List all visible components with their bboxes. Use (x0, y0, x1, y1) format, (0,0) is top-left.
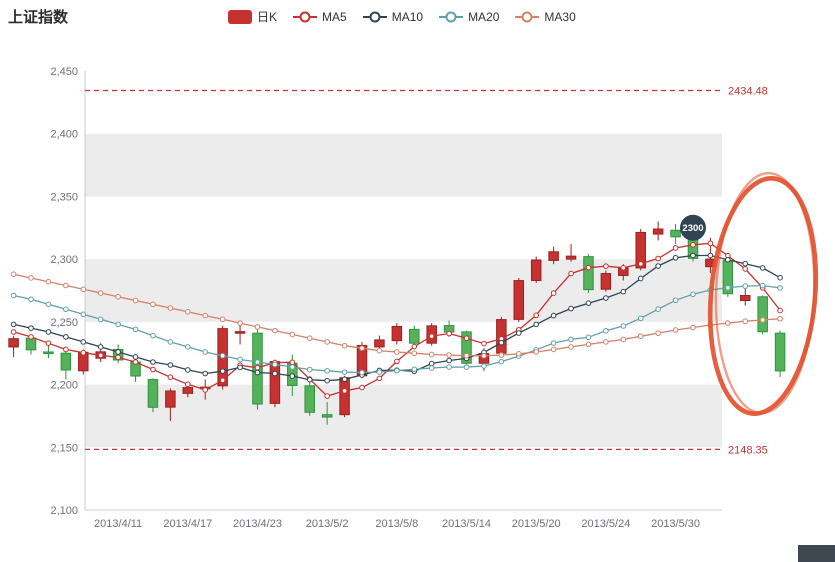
markpoint-label: 2300 (682, 223, 703, 234)
grid-bands (85, 71, 722, 510)
hand-drawn-ellipse-annotation (707, 171, 819, 416)
x-tick-label: 2013/5/2 (306, 518, 349, 530)
candle-2013/4/15[interactable] (147, 378, 159, 413)
candle-2013/4/22[interactable] (234, 325, 246, 345)
candle-2013/5/24[interactable] (600, 270, 612, 292)
ma30-legend-label: MA30 (544, 9, 576, 24)
candle-2013/5/23[interactable] (583, 254, 594, 294)
y-tick-label: 2,250 (50, 317, 78, 329)
ma30-line (10, 271, 783, 359)
y-tick-label: 2,450 (50, 66, 78, 78)
x-tick-label: 2013/5/30 (651, 518, 700, 530)
y-tick-label: 2,400 (50, 129, 78, 141)
y-axis-labels: 2,100 2,150 2,200 2,250 2,300 2,350 2,400 2,450 (50, 66, 78, 517)
legend-item-ma10[interactable]: MA10 (362, 9, 424, 24)
ma5-legend-label: MA5 (322, 9, 347, 24)
candle-2013/6/7[interactable] (774, 330, 786, 378)
x-tick-label: 2013/4/17 (163, 518, 212, 530)
candle-2013/4/26[interactable] (304, 382, 315, 416)
legend-item-day-k[interactable]: 日K (228, 8, 277, 25)
markpoint-badge: 2300 (679, 214, 706, 241)
ma10-legend-label: MA10 (391, 9, 424, 24)
ma20-legend-marker-icon (439, 11, 464, 22)
y-tick-label: 2,150 (50, 442, 78, 454)
y-tick-label: 2,200 (50, 380, 78, 392)
legend-item-ma20[interactable]: MA20 (439, 10, 499, 24)
candle-2013/5/30[interactable] (670, 224, 681, 245)
candle-2013/4/3[interactable] (43, 344, 54, 359)
candle-2013/6/5[interactable] (739, 287, 751, 306)
y-tick-label: 2,100 (50, 505, 78, 517)
ma20-legend-label: MA20 (468, 9, 500, 24)
candle-2013/4/16[interactable] (165, 388, 176, 421)
y-tick-label: 2,350 (50, 191, 78, 203)
candle-2013/5/22[interactable] (565, 244, 577, 262)
legend-item-ma30[interactable]: MA30 (515, 9, 576, 24)
day-k-legend-marker-icon (228, 9, 252, 24)
markline-label: 2148.35 (728, 444, 768, 456)
markline-label: 2434.48 (728, 85, 768, 97)
candle-2013/4/8[interactable] (60, 350, 72, 380)
day-k-legend-label: 日K (257, 10, 278, 24)
scrollbar-corner[interactable] (798, 545, 835, 562)
x-axis-labels: 2013/4/11 2013/4/17 2013/4/23 2013/5/2 2013/… (94, 518, 700, 530)
candle-2013/5/17[interactable] (513, 277, 525, 322)
candle-2013/5/20[interactable] (530, 256, 542, 283)
x-tick-label: 2013/5/24 (581, 518, 630, 530)
candle-2013/5/8[interactable] (391, 323, 403, 345)
x-tick-label: 2013/4/23 (233, 518, 282, 530)
candle-2013/5/2[interactable] (321, 402, 333, 425)
legend-item-ma5[interactable]: MA5 (293, 10, 347, 24)
y-tick-label: 2,300 (50, 254, 78, 266)
x-tick-label: 2013/4/11 (94, 518, 142, 530)
candle-2013/6/6[interactable] (757, 295, 768, 335)
candle-2013/5/21[interactable] (548, 246, 559, 265)
ma10-legend-marker-icon (362, 11, 387, 22)
candle-2013/4/1[interactable] (8, 335, 19, 357)
ma30-legend-marker-icon (515, 11, 540, 22)
candle-2013/5/29[interactable] (652, 221, 664, 241)
ma20-line (10, 282, 783, 376)
x-tick-label: 2013/5/8 (375, 518, 418, 530)
chart-title: 上证指数 (8, 9, 69, 26)
ma5-legend-marker-icon (293, 11, 318, 22)
candle-2013/5/9[interactable] (409, 325, 420, 347)
legend: 日K MA5 MA10 MA20 MA30 (228, 8, 576, 25)
marklines: 2434.48 2148.35 (85, 85, 768, 456)
candle-2013/6/4[interactable] (722, 256, 734, 297)
x-tick-label: 2013/5/20 (512, 518, 561, 530)
x-tick-label: 2013/5/14 (442, 518, 491, 530)
